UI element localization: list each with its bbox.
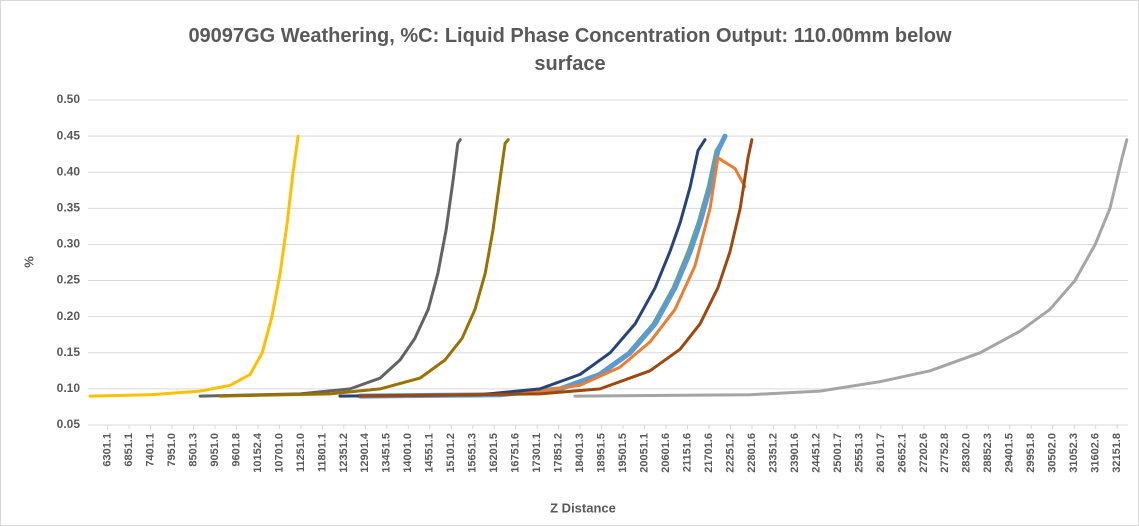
y-tick-label: 0.30	[57, 237, 81, 251]
x-tick-label: 18401.3	[574, 433, 586, 473]
x-tick-label: 28852.3	[982, 433, 994, 473]
y-tick-label: 0.05	[57, 417, 81, 431]
x-tick-label: 22251.2	[724, 433, 736, 473]
x-tick-label: 11251.0	[295, 433, 307, 472]
x-tick-label: 9051.0	[209, 433, 221, 467]
x-tick-label: 21151.6	[681, 433, 693, 472]
x-tick-label: 22801.6	[746, 433, 758, 473]
x-tick-label: 10152.4	[252, 432, 264, 473]
x-tick-label: 30502.0	[1047, 433, 1059, 473]
x-tick-label: 32151.8	[1111, 433, 1123, 473]
x-tick-label: 26652.1	[896, 433, 908, 473]
series-line	[358, 156, 747, 398]
x-tick-label: 6301.1	[101, 433, 113, 467]
x-axis-label: Z Distance	[550, 500, 616, 515]
x-tick-label: 31602.6	[1090, 433, 1102, 473]
y-tick-label: 0.20	[57, 309, 81, 323]
series-line	[218, 138, 510, 398]
x-tick-label: 27752.8	[939, 433, 951, 473]
x-tick-label: 19501.5	[617, 433, 629, 473]
x-tick-label: 25551.3	[853, 433, 865, 473]
y-tick-label: 0.40	[57, 164, 81, 178]
x-tick-label: 25001.7	[832, 433, 844, 473]
x-tick-label: 6851.1	[123, 433, 135, 467]
x-tick-label: 10701.0	[273, 433, 285, 473]
x-tick-label: 27202.6	[918, 433, 930, 473]
x-tick-label: 29951.8	[1025, 433, 1037, 473]
y-tick-label: 0.50	[57, 92, 81, 106]
x-tick-label: 14551.1	[424, 433, 436, 473]
x-tick-label: 18951.5	[596, 433, 608, 473]
x-tick-label: 7401.1	[144, 433, 156, 467]
y-tick-label: 0.10	[57, 381, 81, 395]
x-tick-label: 16201.5	[488, 433, 500, 473]
series-line	[338, 138, 707, 398]
x-tick-label: 13451.5	[381, 433, 393, 473]
x-tick-label: 31052.3	[1068, 433, 1080, 473]
x-tick-label: 28302.0	[961, 433, 973, 473]
chart-title: 09097GG Weathering, %C: Liquid Phase Con…	[188, 25, 952, 75]
x-tick-label: 16751.6	[510, 433, 522, 473]
y-tick-label: 0.15	[57, 345, 81, 359]
y-tick-label: 0.25	[57, 273, 81, 287]
x-tick-label: 7951.0	[166, 433, 178, 467]
x-tick-label: 12901.4	[359, 432, 371, 473]
series-line	[358, 138, 754, 398]
x-tick-label: 11801.1	[316, 433, 328, 472]
x-tick-label: 24451.2	[810, 433, 822, 473]
series-line	[573, 138, 1129, 398]
x-tick-label: 26101.7	[875, 433, 887, 473]
x-tick-label: 20601.6	[660, 433, 672, 473]
series-line	[198, 138, 462, 398]
y-tick-label: 0.35	[57, 201, 81, 215]
x-tick-label: 9601.8	[230, 433, 242, 467]
x-tick-label: 17301.1	[531, 433, 543, 473]
x-tick-label: 15101.2	[445, 433, 457, 473]
series-line	[88, 134, 300, 398]
x-tick-label: 17851.2	[553, 433, 565, 473]
x-tick-label: 20051.1	[638, 433, 650, 473]
x-tick-label: 12351.2	[338, 433, 350, 473]
y-tick-label: 0.45	[57, 128, 81, 142]
x-tick-label: 23901.6	[789, 433, 801, 473]
x-tick-label: 23351.2	[767, 433, 779, 473]
x-tick-label: 21701.6	[703, 433, 715, 473]
x-tick-label: 8501.3	[187, 433, 199, 467]
x-tick-label: 15651.3	[467, 433, 479, 473]
x-tick-label: 29401.5	[1004, 433, 1016, 473]
x-tick-label: 14001.0	[402, 433, 414, 473]
y-axis-label: %	[21, 256, 36, 268]
